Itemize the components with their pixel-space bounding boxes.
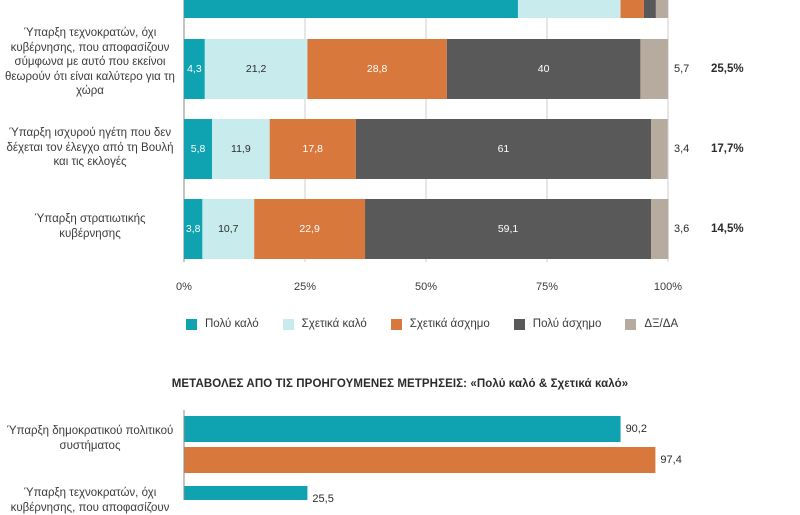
category-label: Ύπαρξη τεχνοκρατών, όχι κυβέρνησης, που …	[5, 27, 175, 97]
positive-sum-label: 25,5%	[711, 63, 744, 75]
dk-value-label: 5,7	[674, 63, 690, 75]
bar-segment-fairly_bad	[254, 199, 366, 259]
bar-segment-very_good	[184, 39, 205, 99]
bar-segment-fairly_good	[212, 119, 270, 179]
bar-segment-very_good	[184, 199, 203, 259]
change-category-label: Ύπαρξη τεχνοκρατών, όχι κυβέρνησης, που …	[10, 487, 170, 514]
segment-value-label: 61	[497, 143, 510, 155]
change-value-label: 90,2	[625, 423, 647, 435]
x-tick-label: 0%	[176, 281, 192, 293]
change-bar	[184, 447, 656, 473]
legend-swatch	[186, 318, 197, 330]
segment-value-label: 28,8	[366, 63, 388, 75]
bar-segment-dk	[655, 0, 668, 18]
bar-segment-fairly_bad	[269, 119, 356, 179]
segment-value-label: 17,8	[302, 143, 323, 155]
category-label: Ύπαρξη στρατιωτικής κυβέρνησης	[34, 213, 146, 240]
change-value-label: 25,5	[312, 493, 334, 505]
change-value-label: 97,4	[660, 454, 682, 466]
segment-value-label: 3,8	[185, 223, 201, 235]
segment-value-label: 22,9	[299, 223, 320, 235]
dk-value-label: 3,6	[674, 223, 690, 235]
legend-swatch	[625, 318, 637, 330]
segment-value-label: 59,1	[497, 223, 519, 235]
bar-segment-very_bad	[355, 119, 652, 179]
change-bar	[184, 486, 308, 500]
chart-legend: Πολύ καλό Σχετικά καλό Σχετικά άσχημο Πολύ …	[186, 318, 706, 330]
bar-segment-fairly_good	[517, 0, 621, 18]
bar-segment-very_bad	[643, 0, 656, 18]
legend-label: Σχετικά καλό	[301, 318, 367, 330]
legend-label: ΔΞ/ΔΑ	[644, 318, 679, 330]
legend-item-fairly_good: Σχετικά καλό	[282, 318, 367, 330]
x-tick-label: 100%	[653, 281, 683, 293]
bar-segment-dk	[640, 39, 668, 99]
segment-value-label: 5,8	[190, 143, 206, 155]
bar-segment-very_good	[184, 0, 518, 18]
chart-stage: 4,3 21,2 28,8 40 5,7 25,5% Ύπαρξη τεχνοκρατών,…	[5, 0, 744, 514]
category-label: Ύπαρξη ισχυρού ηγέτη που δεν δέχεται τον…	[6, 127, 174, 168]
positive-sum-label: 14,5%	[711, 223, 744, 235]
bar-segment-fairly_good	[202, 199, 255, 259]
bar-segment-very_good	[184, 119, 213, 179]
legend-label: Σχετικά άσχημο	[409, 318, 490, 330]
segment-value-label: 21,2	[245, 63, 267, 75]
legend-item-dk: ΔΞ/ΔΑ	[625, 318, 678, 330]
legend-label: Πολύ άσχημο	[532, 318, 602, 330]
positive-sum-label: 17,7%	[711, 143, 744, 155]
bar-segment-fairly_bad	[620, 0, 644, 18]
x-tick-label: 25%	[293, 281, 317, 293]
bar-segment-very_bad	[446, 39, 641, 99]
change-bar	[184, 416, 621, 442]
x-tick-label: 75%	[535, 281, 559, 293]
x-tick-label: 50%	[414, 281, 438, 293]
segment-value-label: 10,7	[218, 223, 239, 235]
segment-value-label: 11,9	[231, 143, 251, 155]
segment-value-label: 4,3	[187, 63, 202, 75]
bar-segment-dk	[651, 119, 668, 179]
legend-swatch	[513, 318, 525, 330]
legend-item-fairly_bad: Σχετικά άσχημο	[390, 318, 490, 330]
legend-swatch	[390, 318, 402, 330]
change-chart-title: ΜΕΤΑΒΟΛΕΣ ΑΠΟ ΤΙΣ ΠΡΟΗΓΟΥΜΕΝΕΣ ΜΕΤΡΗΣΕΙΣ…	[171, 378, 629, 390]
bar-segment-very_bad	[365, 199, 652, 259]
bar-segment-dk	[651, 199, 669, 259]
change-category-label: Ύπαρξη δημοκρατικού πολιτικού συστήματος	[6, 425, 174, 452]
dk-value-label: 3,4	[674, 143, 690, 155]
legend-swatch	[282, 318, 294, 330]
legend-label: Πολύ καλό	[205, 318, 259, 330]
bar-segment-fairly_bad	[307, 39, 447, 99]
stacked-bar-chart	[183, 0, 669, 500]
bar-segment-fairly_good	[204, 39, 308, 99]
legend-item-very_bad: Πολύ άσχημο	[513, 318, 602, 330]
legend-item-very_good: Πολύ καλό	[186, 318, 259, 330]
segment-value-label: 40	[537, 63, 550, 75]
